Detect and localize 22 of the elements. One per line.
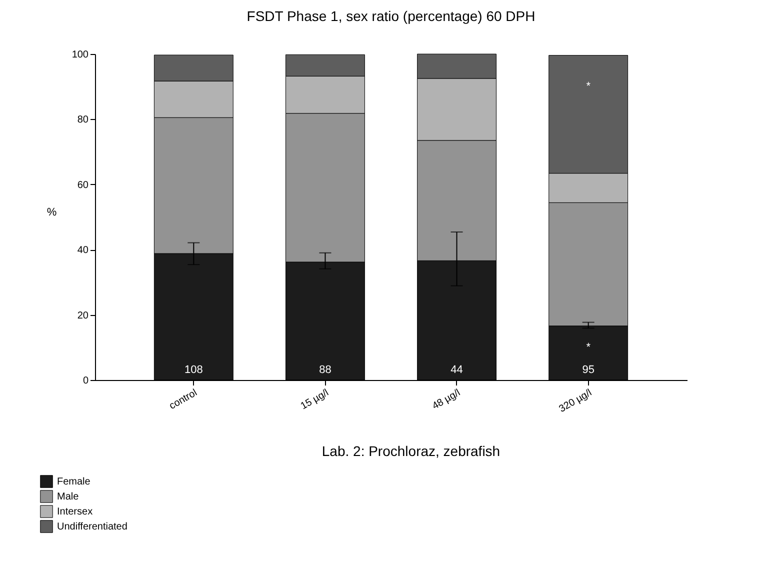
annotation: * <box>586 80 592 93</box>
y-tick-label: 40 <box>77 245 89 256</box>
y-tick-label: 20 <box>77 310 89 322</box>
text: Lab. 2: Prochloraz, zebrafish <box>322 443 500 459</box>
x-tick-label: 15 µg/l <box>299 388 331 412</box>
legend-label: Male <box>57 492 80 502</box>
x-tick-label: 320 µg/l <box>557 388 594 415</box>
x-tick-label: 48 µg/l <box>430 388 462 412</box>
y-tick-label: 0 <box>82 376 89 386</box>
legend-label: Undifferentiated <box>57 522 128 532</box>
y-axis-title: % <box>46 206 57 218</box>
annotation: * <box>586 341 592 354</box>
legend-label: Female <box>57 476 91 488</box>
y-tick-label: 80 <box>77 114 89 126</box>
annotation: 108 <box>184 364 203 376</box>
y-tick-label: 60 <box>77 180 89 191</box>
legend-label: Intersex <box>57 506 93 518</box>
annotation: 95 <box>582 364 594 376</box>
annotation: 44 <box>450 364 463 376</box>
chart-title: FSDT Phase 1, sex ratio (percentage) 60 DPH <box>246 8 536 24</box>
y-tick-label: 100 <box>72 50 89 60</box>
annotation: 88 <box>319 364 332 376</box>
